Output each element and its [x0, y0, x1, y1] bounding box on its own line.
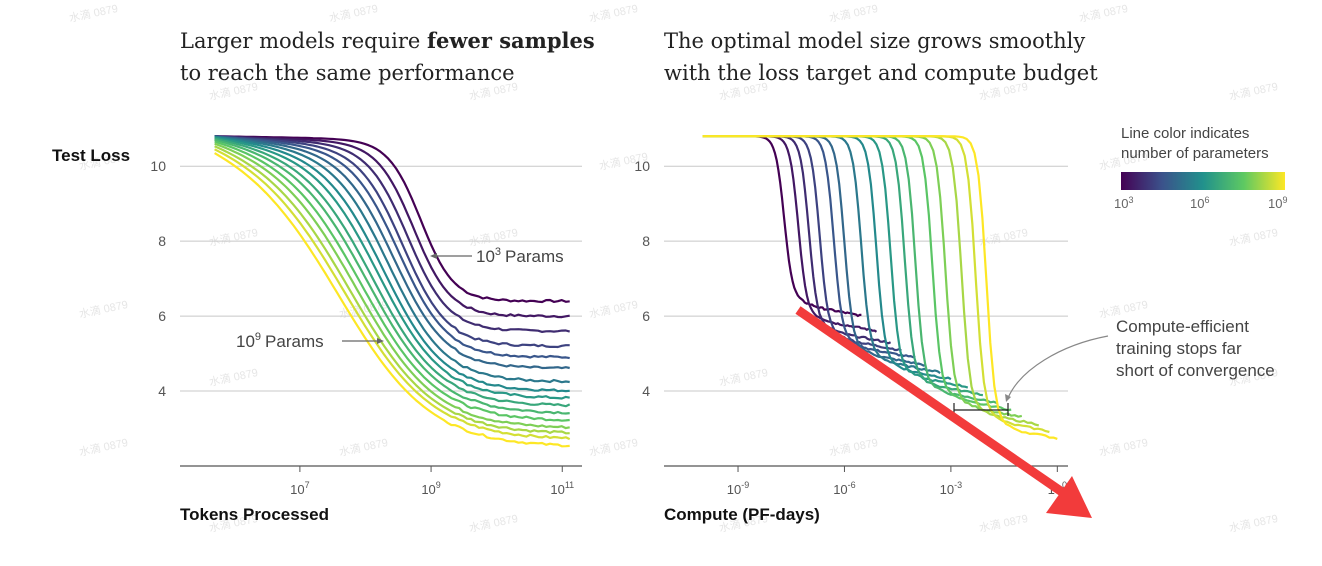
watermark-text: 水滴 0879 [718, 365, 769, 389]
y-tick-label: 6 [158, 308, 166, 324]
series-line [702, 135, 1012, 412]
y-tick-label: 4 [642, 383, 650, 399]
colorbar-tick-1e9: 109 [1268, 195, 1287, 211]
annotation-compute-efficient: Compute-efficient training stops far sho… [1005, 317, 1275, 402]
watermark-text: 水滴 0879 [828, 435, 879, 459]
watermark-text: 水滴 0879 [1228, 511, 1279, 535]
series-line [214, 136, 570, 393]
left-title-line1: Larger models require fewer samples [180, 28, 595, 53]
colorbar-tick-1e3: 103 [1114, 195, 1133, 211]
series-line [214, 138, 570, 415]
series-line [214, 148, 571, 441]
watermark-text: 水滴 0879 [208, 225, 259, 249]
svg-text:training stops far: training stops far [1116, 339, 1242, 358]
x-tick-label: 1011 [550, 480, 574, 497]
watermark-text: 水滴 0879 [78, 435, 129, 459]
left-x-ticks: 107 109 1011 [290, 466, 574, 497]
watermark-text: 水滴 0879 [978, 511, 1029, 535]
y-tick-label: 4 [158, 383, 166, 399]
right-panel: The optimal model size grows smoothly wi… [634, 29, 1287, 524]
series-line [214, 136, 570, 400]
x-tick-label: 107 [290, 480, 309, 497]
series-line [214, 135, 570, 360]
x-tick-label: 10-9 [727, 480, 749, 497]
colorbar-gradient [1121, 172, 1285, 190]
arrowhead-icon [1005, 394, 1011, 402]
watermark-text: 水滴 0879 [328, 1, 379, 25]
y-tick-label: 6 [642, 308, 650, 324]
left-x-axis-label: Tokens Processed [180, 505, 329, 524]
series-line [214, 140, 570, 422]
y-tick-label: 8 [158, 233, 166, 249]
series-line [702, 135, 1058, 440]
right-gridlines [664, 165, 1068, 392]
left-y-axis-label: Test Loss [52, 146, 130, 165]
series-line [214, 135, 570, 349]
right-title-line2: with the loss target and compute budget [664, 61, 1098, 85]
watermark-text: 水滴 0879 [1078, 1, 1129, 25]
watermark-text: 水滴 0879 [1228, 225, 1279, 249]
watermark-text: 水滴 0879 [208, 365, 259, 389]
right-y-ticks: 10 8 6 4 [634, 158, 650, 399]
arrowhead-icon [377, 338, 384, 344]
svg-text:short of convergence: short of convergence [1116, 361, 1275, 380]
y-tick-label: 10 [634, 158, 650, 174]
colorbar-title-line2: number of parameters [1121, 145, 1269, 162]
watermark-text: 水滴 0879 [588, 1, 639, 25]
left-panel: Larger models require fewer samples to r… [52, 28, 595, 524]
series-line [214, 135, 570, 304]
series-line [702, 135, 927, 367]
watermark-text: 水滴 0879 [468, 225, 519, 249]
watermark-text: 水滴 0879 [828, 1, 879, 25]
series-line [702, 135, 1050, 434]
watermark-text: 水滴 0879 [1228, 79, 1279, 103]
right-x-axis-label: Compute (PF-days) [664, 505, 820, 524]
watermark-text: 水滴 0879 [978, 225, 1029, 249]
left-y-ticks: 10 8 6 4 [150, 158, 166, 399]
series-line [214, 142, 570, 430]
annotation-large-params: 109 Params [236, 331, 384, 351]
svg-text:Compute-efficient: Compute-efficient [1116, 317, 1249, 336]
colorbar-title-line1: Line color indicates [1121, 125, 1249, 142]
watermark-text: 水滴 0879 [338, 435, 389, 459]
series-line [214, 137, 571, 408]
red-arrow [795, 306, 1092, 518]
right-x-ticks: 10-910-610-3100 [727, 466, 1067, 497]
series-line [214, 135, 570, 333]
left-series-lines [214, 135, 571, 448]
x-tick-label: 10-6 [833, 480, 855, 497]
watermark-text: 水滴 0879 [588, 435, 639, 459]
annotation-small-params: 103 Params [430, 246, 564, 266]
x-tick-label: 109 [421, 480, 440, 497]
right-series-lines [702, 135, 1058, 440]
arrowhead-icon [430, 253, 437, 259]
series-line [214, 135, 570, 370]
watermark-text: 水滴 0879 [1098, 435, 1149, 459]
right-title-line1: The optimal model size grows smoothly [664, 29, 1085, 53]
series-line [214, 145, 570, 435]
y-tick-label: 10 [150, 158, 166, 174]
colorbar-tick-1e6: 106 [1190, 195, 1209, 211]
watermark-text: 水滴 0879 [588, 297, 639, 321]
series-line [214, 152, 570, 448]
watermark-text: 水滴 0879 [78, 297, 129, 321]
series-line [214, 135, 570, 384]
watermark-text: 水滴 0879 [68, 1, 119, 25]
colorbar: Line color indicates number of parameter… [1114, 125, 1287, 211]
left-title-line2: to reach the same performance [180, 61, 515, 85]
y-tick-label: 8 [642, 233, 650, 249]
watermark-text: 水滴 0879 [468, 511, 519, 535]
x-tick-label: 10-3 [940, 480, 962, 497]
